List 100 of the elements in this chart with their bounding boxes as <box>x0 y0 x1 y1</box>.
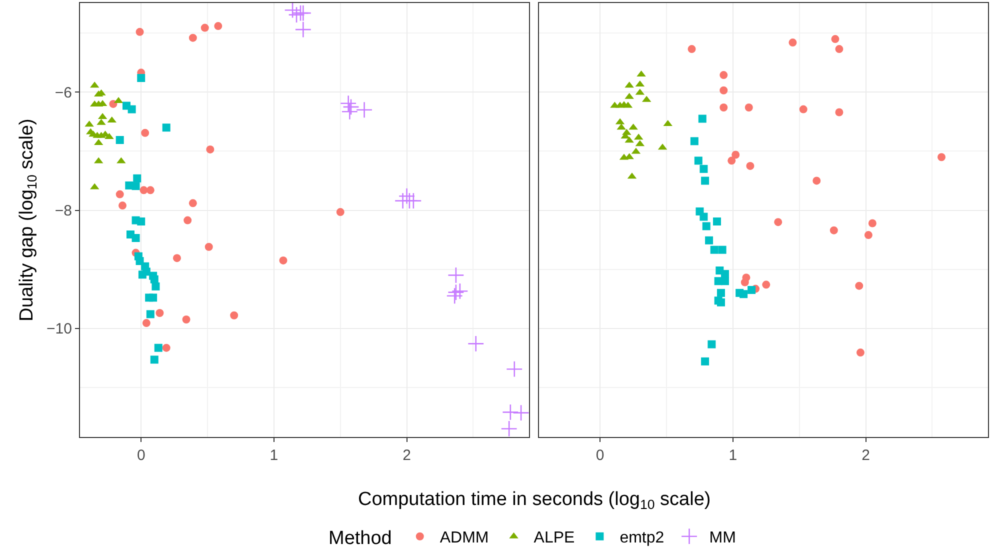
point <box>146 186 154 194</box>
point <box>137 217 146 226</box>
point <box>938 153 946 162</box>
point <box>184 216 192 224</box>
point <box>133 174 142 182</box>
point <box>288 6 305 24</box>
point <box>702 222 710 230</box>
point <box>701 176 710 185</box>
point <box>716 288 725 297</box>
point <box>446 288 463 304</box>
point <box>744 104 753 112</box>
point <box>855 282 864 290</box>
point <box>788 38 797 47</box>
point <box>128 105 136 114</box>
point <box>206 145 214 154</box>
point <box>468 335 484 352</box>
point <box>172 254 181 262</box>
legend-label: MM <box>709 530 736 547</box>
point <box>162 344 170 352</box>
point <box>748 286 756 294</box>
point <box>156 309 164 317</box>
point <box>700 164 708 173</box>
point <box>732 150 740 159</box>
x-tick-label: 2 <box>862 447 870 464</box>
point <box>149 294 158 302</box>
point <box>132 182 140 190</box>
point <box>746 162 754 170</box>
point <box>336 208 344 216</box>
point <box>740 290 748 298</box>
x-tick-label: 1 <box>728 447 738 464</box>
point <box>728 156 736 165</box>
point <box>694 156 702 165</box>
legend-label: ALPE <box>534 530 575 547</box>
point <box>116 190 124 198</box>
point <box>716 298 725 306</box>
point <box>500 420 518 437</box>
point <box>230 311 238 320</box>
point <box>152 282 160 290</box>
x-tick-label: 0 <box>596 447 604 464</box>
point <box>710 246 718 254</box>
point <box>720 277 729 286</box>
point <box>700 212 708 221</box>
y-tick-label: −6 <box>54 84 72 102</box>
point <box>284 3 301 18</box>
point <box>214 22 222 30</box>
point <box>831 35 840 44</box>
point <box>142 268 150 276</box>
point <box>506 360 523 378</box>
point <box>720 71 728 80</box>
point <box>720 86 728 94</box>
legend-title: Method <box>328 528 392 550</box>
point <box>512 404 530 422</box>
point <box>182 316 190 324</box>
x-tick-label: 1 <box>270 447 278 464</box>
point <box>162 124 170 132</box>
point <box>502 404 519 421</box>
point <box>448 266 464 284</box>
point <box>718 246 726 254</box>
point <box>452 282 468 300</box>
point <box>701 357 710 366</box>
point <box>448 284 464 301</box>
point <box>150 356 158 364</box>
point <box>118 202 127 210</box>
point <box>109 100 118 108</box>
point <box>116 136 124 144</box>
point <box>154 344 162 352</box>
point <box>294 21 312 38</box>
point <box>835 45 844 54</box>
legend-label: ADMM <box>440 530 489 547</box>
point <box>146 310 154 318</box>
point <box>868 219 876 228</box>
point <box>708 340 716 348</box>
point <box>774 218 782 226</box>
point <box>294 4 312 22</box>
point <box>705 236 714 244</box>
point <box>132 234 140 242</box>
point <box>341 103 358 120</box>
point <box>864 231 872 240</box>
point <box>142 319 150 328</box>
point <box>137 74 146 82</box>
x-axis-title: Computation time in seconds (log$_{10}$ scale) <box>358 489 711 512</box>
legend-label: emtp2 <box>620 530 664 547</box>
point <box>136 28 144 36</box>
point <box>799 105 808 114</box>
point <box>835 108 844 116</box>
point <box>856 348 864 357</box>
point <box>740 278 749 286</box>
point <box>141 128 150 137</box>
point <box>342 98 360 116</box>
point <box>200 24 209 32</box>
point <box>720 104 728 112</box>
point <box>188 199 197 208</box>
point <box>690 137 698 146</box>
point <box>812 176 821 185</box>
point <box>698 114 706 123</box>
point <box>340 95 357 112</box>
y-tick-label: −8 <box>54 202 72 220</box>
point <box>762 280 770 289</box>
point <box>279 256 288 264</box>
x-tick-label: 2 <box>402 447 411 464</box>
